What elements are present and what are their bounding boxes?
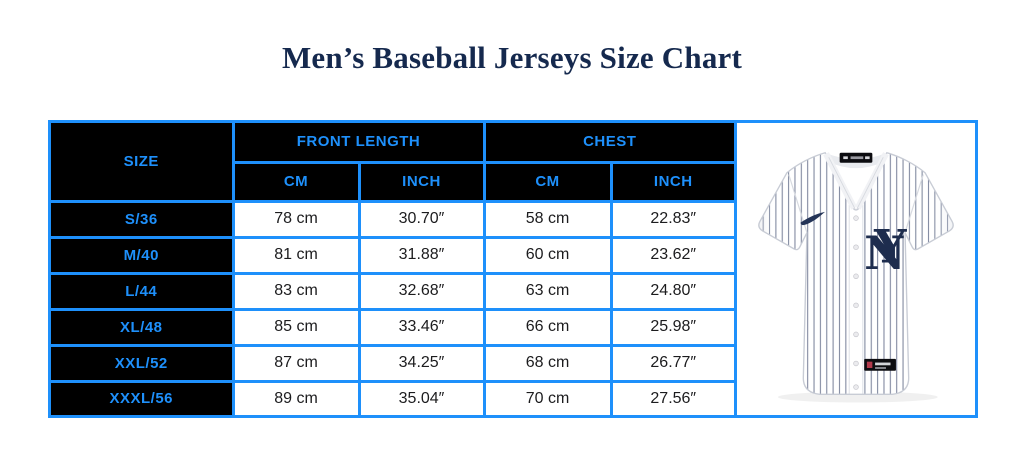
table-row: S/36 78 cm 30.70″ 58 cm 22.83″ — [49, 199, 736, 239]
size-label: XL/48 — [49, 307, 235, 347]
svg-text:N: N — [864, 226, 906, 280]
front-length-inch: 34.25″ — [357, 343, 486, 383]
jock-tag — [864, 358, 896, 371]
nike-swoosh-icon — [800, 211, 825, 226]
placket-buttons — [853, 215, 859, 390]
front-length-cm: 87 cm — [231, 343, 361, 383]
chest-cm: 58 cm — [482, 199, 613, 239]
subheader-chest-cm: CM — [482, 160, 613, 203]
front-length-cm: 81 cm — [231, 235, 361, 275]
front-length-inch: 31.88″ — [357, 235, 486, 275]
size-label: S/36 — [49, 199, 235, 239]
page-title: Men’s Baseball Jerseys Size Chart — [281, 40, 743, 75]
subheader-chest-inch: INCH — [609, 160, 736, 203]
table-row: XL/48 85 cm 33.46″ 66 cm 25.98″ — [49, 307, 736, 347]
size-label: XXL/52 — [49, 343, 235, 383]
header-row-units: CM INCH CM INCH — [51, 160, 736, 203]
size-label: M/40 — [49, 235, 235, 275]
chest-cm: 60 cm — [482, 235, 613, 275]
chest-inch: 22.83″ — [609, 199, 736, 239]
chest-cm: 68 cm — [482, 343, 613, 383]
chest-inch: 25.98″ — [609, 307, 736, 347]
subheader-front-cm: CM — [231, 160, 361, 203]
table-row: XXL/52 87 cm 34.25″ 68 cm 26.77″ — [49, 343, 736, 383]
size-chart-table: SIZE FRONT LENGTH CHEST CM INCH CM INCH … — [49, 121, 736, 417]
front-length-cm: 85 cm — [231, 307, 361, 347]
jersey-image-panel: N Y — [734, 123, 975, 415]
subheader-front-inch: INCH — [357, 160, 486, 203]
front-length-cm: 78 cm — [231, 199, 361, 239]
header-row-groups: SIZE FRONT LENGTH CHEST — [49, 121, 736, 203]
size-label: XXXL/56 — [49, 379, 235, 417]
front-length-cm: 83 cm — [231, 271, 361, 311]
chest-cm: 70 cm — [482, 379, 613, 417]
table-row: M/40 81 cm 31.88″ 60 cm 23.62″ — [49, 235, 736, 275]
chest-cm: 66 cm — [482, 307, 613, 347]
column-header-size: SIZE — [49, 121, 235, 203]
chest-inch: 23.62″ — [609, 235, 736, 275]
table-row: XXXL/56 89 cm 35.04″ 70 cm 27.56″ — [49, 379, 736, 417]
chest-cm: 63 cm — [482, 271, 613, 311]
yankees-ny-logo: N Y — [864, 220, 907, 280]
yankees-pinstripe-jersey-image: N Y — [758, 151, 954, 403]
front-length-inch: 35.04″ — [357, 379, 486, 417]
table-row: L/44 83 cm 32.68″ 63 cm 24.80″ — [49, 271, 736, 311]
front-length-inch: 32.68″ — [357, 271, 486, 311]
column-header-front-length: FRONT LENGTH — [231, 121, 486, 164]
size-chart-board: SIZE FRONT LENGTH CHEST CM INCH CM INCH … — [48, 120, 978, 418]
button-placket — [848, 204, 864, 395]
front-length-inch: 33.46″ — [357, 307, 486, 347]
size-label: L/44 — [49, 271, 235, 311]
column-header-chest: CHEST — [482, 121, 736, 164]
jersey-outline — [758, 151, 954, 396]
chest-inch: 24.80″ — [609, 271, 736, 311]
front-length-inch: 30.70″ — [357, 199, 486, 239]
svg-text:Y: Y — [873, 220, 907, 274]
front-length-cm: 89 cm — [231, 379, 361, 417]
v-neck-collar — [823, 152, 889, 210]
chest-inch: 26.77″ — [609, 343, 736, 383]
chest-inch: 27.56″ — [609, 379, 736, 417]
